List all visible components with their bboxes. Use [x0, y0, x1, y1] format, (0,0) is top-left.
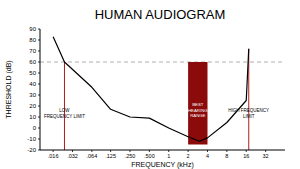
y-tick-label: 60: [29, 59, 36, 65]
x-tick: [53, 150, 54, 152]
x-tick-label: 16: [243, 153, 249, 159]
limit-label: LIMIT: [243, 114, 255, 119]
x-tick-label: .032: [67, 153, 78, 159]
x-tick: [207, 150, 208, 152]
x-tick-label: 32: [263, 153, 269, 159]
y-tick: [38, 117, 40, 118]
x-axis-label: FREQUENCY (kHz): [131, 161, 193, 169]
y-tick-label: 40: [29, 81, 36, 87]
x-tick-label: .500: [144, 153, 155, 159]
y-tick: [38, 29, 40, 30]
band-label: RANGE: [190, 113, 205, 118]
x-axis: [40, 150, 285, 151]
y-tick-label: 20: [29, 103, 36, 109]
y-tick-label: 80: [29, 37, 36, 43]
band-label: BEST: [192, 102, 204, 107]
y-tick-label: 50: [29, 70, 36, 76]
plot-area: [40, 37, 285, 150]
x-tick-label: .125: [105, 153, 116, 159]
y-tick: [38, 128, 40, 129]
limit-label: HIGH FREQUENCY: [228, 108, 269, 113]
y-axis-label: THRESHOLD (dB): [5, 60, 13, 118]
x-tick: [72, 150, 73, 152]
y-tick-label: -10: [27, 136, 36, 142]
band: [188, 62, 207, 145]
x-tick-label: 2: [187, 153, 190, 159]
y-tick-label: 30: [29, 92, 36, 98]
y-tick: [38, 73, 40, 74]
x-tick: [168, 150, 169, 152]
y-axis: [40, 29, 41, 150]
x-tick: [110, 150, 111, 152]
y-tick: [38, 139, 40, 140]
x-tick-label: 8: [225, 153, 228, 159]
x-tick-label: 4: [206, 153, 209, 159]
y-tick-label: 70: [29, 48, 36, 54]
x-tick-label: .064: [87, 153, 98, 159]
limit-line: [64, 62, 65, 150]
y-tick-label: 90: [29, 26, 36, 32]
band-label: HEARING: [188, 108, 208, 113]
limit-label: LOW: [59, 108, 70, 113]
x-tick: [246, 150, 247, 152]
x-tick-label: .016: [48, 153, 59, 159]
limit-label: FREQUENCY LIMIT: [44, 114, 85, 119]
y-tick: [38, 106, 40, 107]
y-tick: [38, 84, 40, 85]
x-tick-label: 1: [167, 153, 170, 159]
x-tick-label: .250: [125, 153, 136, 159]
x-tick: [226, 150, 227, 152]
y-tick-label: -20: [27, 147, 36, 153]
y-tick: [38, 51, 40, 52]
y-tick: [38, 62, 40, 63]
y-tick: [38, 40, 40, 41]
audiogram-curve: [53, 37, 249, 142]
x-tick: [188, 150, 189, 152]
x-tick: [91, 150, 92, 152]
chart: HUMAN AUDIOGRAM THRESHOLD (dB) FREQUENCY (…: [0, 0, 300, 169]
y-tick-label: 0: [33, 125, 37, 131]
x-tick: [265, 150, 266, 152]
y-tick: [38, 150, 40, 151]
x-tick: [129, 150, 130, 152]
x-tick: [149, 150, 150, 152]
y-tick-label: 10: [29, 114, 36, 120]
title: HUMAN AUDIOGRAM: [95, 7, 226, 22]
y-tick: [38, 95, 40, 96]
